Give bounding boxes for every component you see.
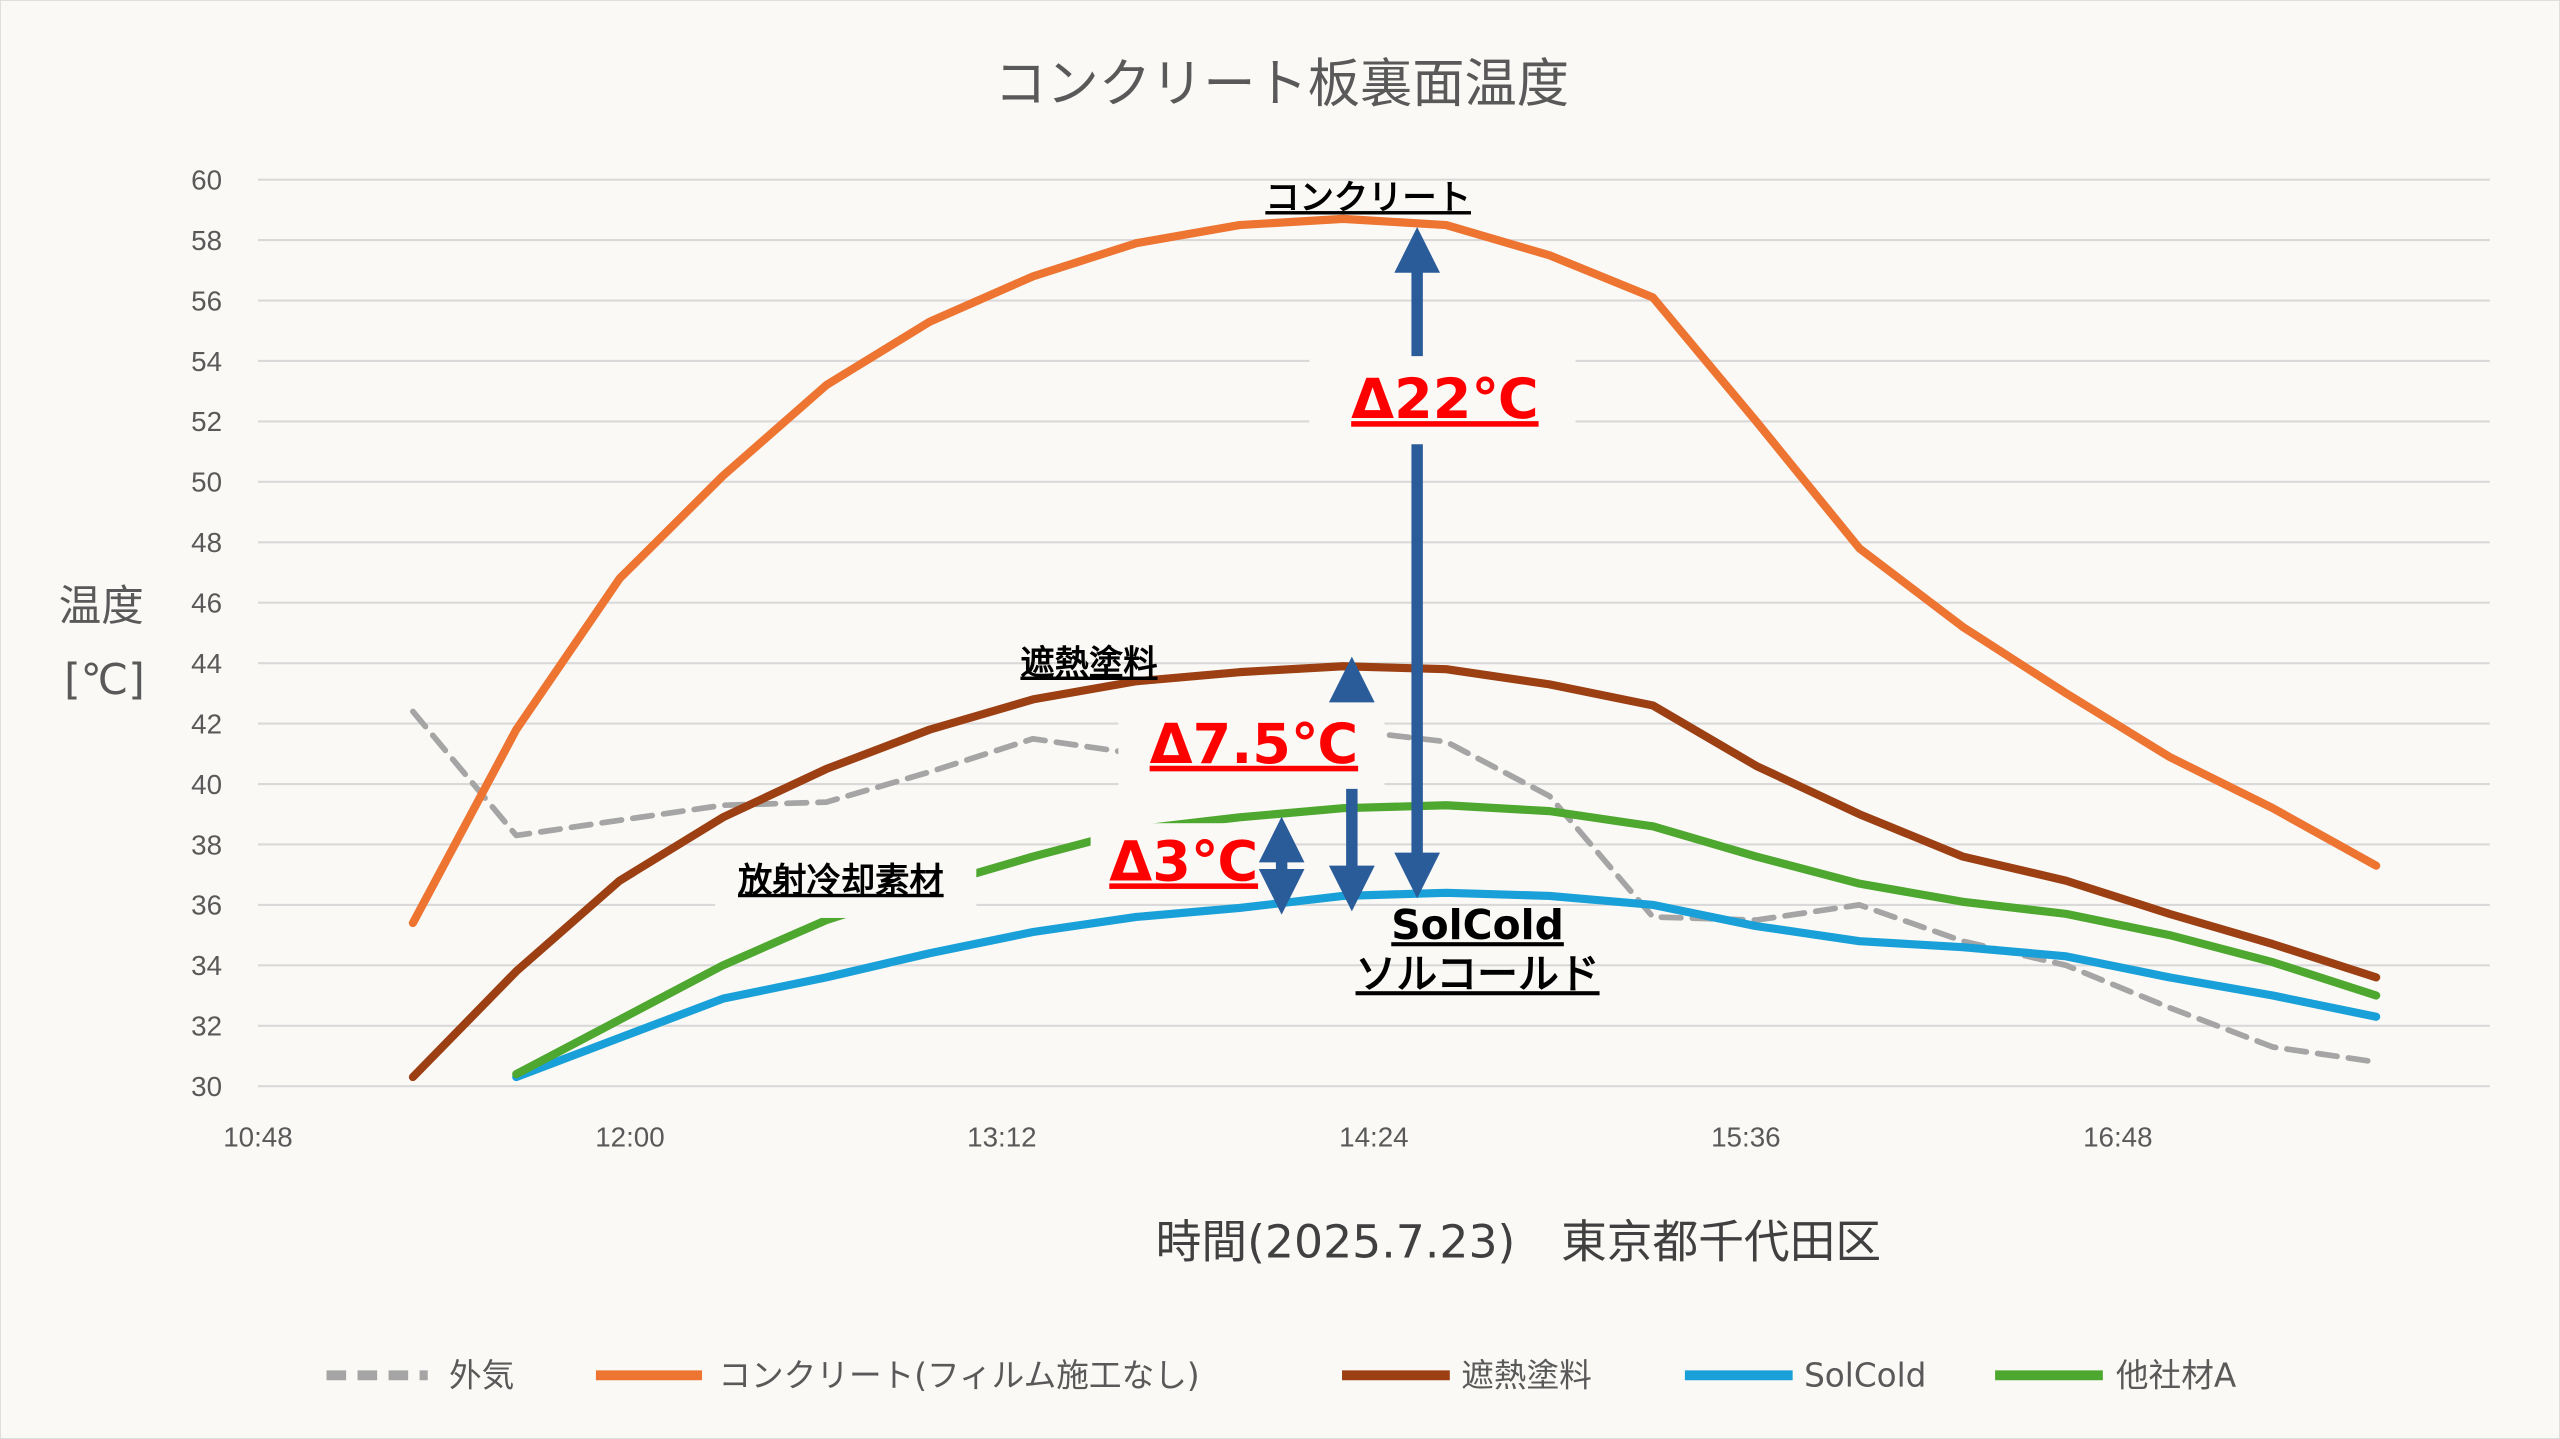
chart-title: コンクリート板裏面温度 (994, 54, 1569, 114)
y-tick-label: 60 (191, 164, 222, 195)
y-tick-label: 54 (191, 346, 222, 377)
paint-label: 遮熱塗料 (1020, 644, 1157, 684)
solcold-label: SolCold (1391, 901, 1564, 949)
y-axis-label: 温度 (59, 583, 144, 632)
delta-radiative-label: Δ3℃ (1109, 829, 1258, 894)
x-axis-label: 時間(2025.7.23) 東京都千代田区 (1156, 1216, 1881, 1269)
y-tick-label: 32 (191, 1011, 222, 1042)
delta-paint-bg (1118, 702, 1385, 788)
concrete-label: コンクリート (1265, 178, 1471, 218)
y-tick-label: 58 (191, 225, 222, 256)
y-tick-label: 36 (191, 890, 222, 921)
y-tick-label: 38 (191, 829, 222, 860)
radiative-label-bg (715, 849, 977, 918)
legend-label-concrete: コンクリート(フィルム施工なし) (718, 1357, 1199, 1395)
y-tick-label: 56 (191, 285, 222, 316)
y-axis-unit: [℃] (64, 656, 145, 705)
series-line-4 (512, 801, 2381, 1079)
x-axis-ticks: 10:48 12:00 13:12 14:24 15:36 16:48 (223, 1122, 2152, 1153)
series-line-2 (408, 662, 2381, 1082)
y-tick-label: 44 (191, 648, 222, 679)
legend-label-solcold: SolCold (1804, 1357, 1926, 1395)
legend: 外気 コンクリート(フィルム施工なし) 遮熱塗料 SolCold 他社材A (326, 1357, 2237, 1395)
x-tick-label: 14:24 (1339, 1122, 1408, 1153)
series-line-0 (410, 708, 2380, 1065)
series-line-1 (408, 214, 2381, 928)
delta-concrete-label: Δ22℃ (1351, 367, 1538, 432)
x-tick-label: 10:48 (223, 1122, 292, 1153)
y-tick-label: 34 (191, 950, 222, 981)
x-tick-label: 16:48 (2083, 1122, 2152, 1153)
grid-lines (257, 178, 2490, 1088)
delta-radiative-bg (1090, 823, 1274, 899)
delta-paint-label: Δ7.5℃ (1150, 712, 1359, 777)
y-tick-label: 52 (191, 406, 222, 437)
x-tick-label: 12:00 (595, 1122, 664, 1153)
legend-label-paint: 遮熱塗料 (1461, 1357, 1592, 1395)
x-tick-label: 13:12 (967, 1122, 1036, 1153)
x-tick-label: 15:36 (1711, 1122, 1780, 1153)
legend-label-other-a: 他社材A (2116, 1357, 2237, 1395)
y-axis-ticks: 30 32 34 36 38 40 42 44 46 48 50 52 54 56 58 60 (191, 164, 222, 1102)
radiative-label: 放射冷却素材 (738, 861, 944, 901)
series-lines (408, 214, 2381, 1082)
legend-label-outside: 外気 (449, 1357, 514, 1395)
y-tick-label: 50 (191, 467, 222, 498)
y-tick-label: 30 (191, 1071, 222, 1102)
y-tick-label: 48 (191, 527, 222, 558)
delta-concrete-bg (1309, 356, 1576, 445)
solcold-kana-label: ソルコールド (1356, 950, 1600, 998)
y-tick-label: 46 (191, 588, 222, 619)
y-tick-label: 42 (191, 708, 222, 739)
y-tick-label: 40 (191, 769, 222, 800)
